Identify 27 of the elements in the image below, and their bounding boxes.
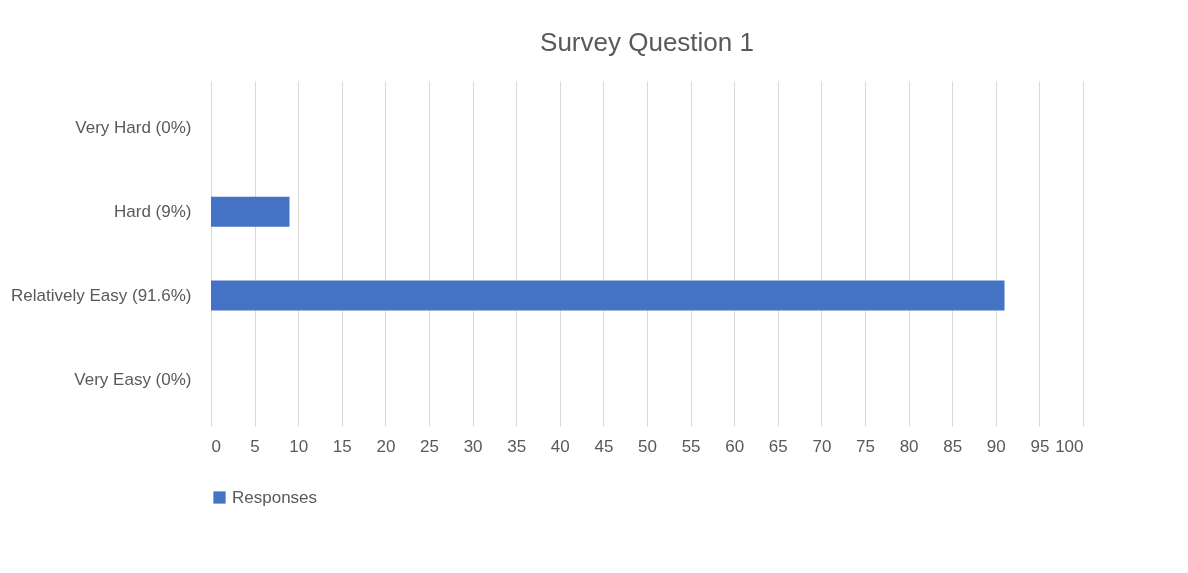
x-tick-label: 35 (507, 436, 527, 456)
x-tick-label: 0 (211, 436, 221, 456)
x-tick-label: 20 (376, 436, 396, 456)
x-tick-label: 95 (1030, 436, 1050, 456)
x-tick-label: 25 (420, 436, 439, 456)
y-tick-label: Very Easy (0%) (74, 369, 192, 389)
x-tick-label: 80 (899, 436, 919, 456)
x-tick-label: 85 (943, 436, 963, 456)
x-tick-label: 5 (250, 436, 260, 456)
y-tick-label: Hard (9%) (114, 202, 192, 222)
x-tick-label: 50 (638, 436, 657, 456)
x-tick-label: 10 (289, 436, 309, 456)
x-tick-label: 70 (812, 436, 832, 456)
x-tick-label: 55 (681, 436, 701, 456)
x-tick-label: 75 (856, 436, 875, 456)
legend-label: Responses (232, 487, 318, 507)
x-tick-label: 45 (594, 436, 614, 456)
x-tick-label: 90 (986, 436, 1006, 456)
y-tick-label: Relatively Easy (91.6%) (11, 285, 192, 305)
chart-title: Survey Question 1 (540, 27, 754, 57)
y-tick-label: Very Hard (0%) (75, 118, 192, 138)
x-tick-label: 15 (332, 436, 352, 456)
x-tick-label: 30 (463, 436, 483, 456)
x-tick-label: 65 (768, 436, 788, 456)
x-tick-label: 100 (1055, 436, 1084, 456)
x-tick-label: 60 (725, 436, 745, 456)
x-tick-label: 40 (550, 436, 570, 456)
